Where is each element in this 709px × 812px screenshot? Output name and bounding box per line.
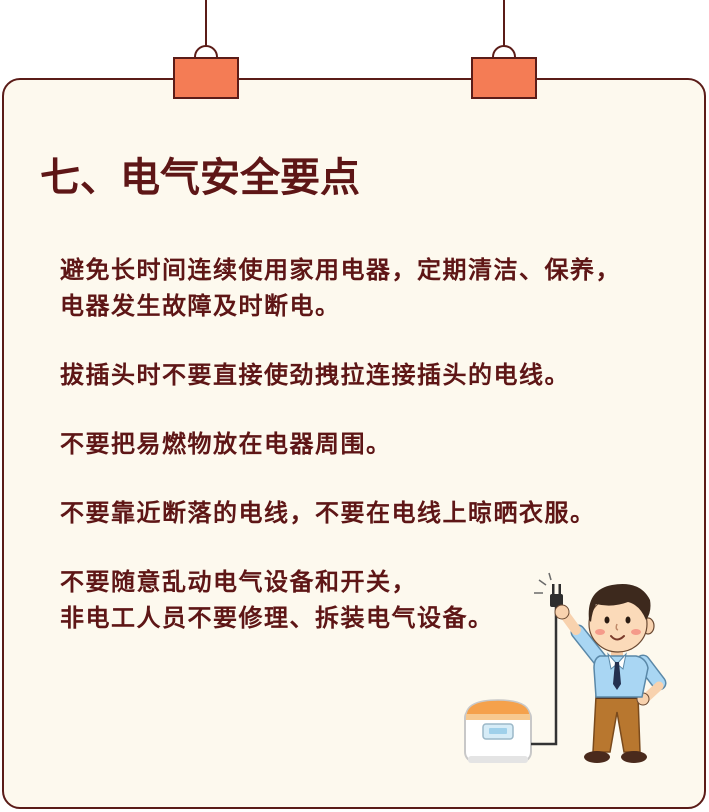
tip-line: 拔插头时不要直接使劲拽拉连接插头的电线。: [60, 361, 570, 389]
tip-line: 不要靠近断落的电线，不要在电线上晾晒衣服。: [60, 499, 596, 527]
tip-item: 拔插头时不要直接使劲拽拉连接插头的电线。: [60, 357, 660, 393]
tip-item: 避免长时间连续使用家用电器，定期清洁、保养， 电器发生故障及时断电。: [60, 252, 660, 324]
tip-line: 不要随意乱动电气设备和开关，: [60, 568, 417, 596]
hanging-ring: [194, 45, 218, 69]
tip-line: 非电工人员不要修理、拆装电气设备。: [60, 604, 494, 632]
tip-line: 电器发生故障及时断电。: [60, 292, 341, 320]
tips-list: 避免长时间连续使用家用电器，定期清洁、保养， 电器发生故障及时断电。 拔插头时不…: [60, 252, 660, 669]
tip-line: 避免长时间连续使用家用电器，定期清洁、保养，: [60, 256, 621, 284]
safety-tips-card: [2, 78, 706, 809]
tip-item: 不要把易燃物放在电器周围。: [60, 426, 660, 462]
hanging-ring: [492, 45, 516, 69]
section-title: 七、电气安全要点: [40, 155, 360, 201]
tip-item: 不要靠近断落的电线，不要在电线上晾晒衣服。: [60, 495, 660, 531]
tip-item: 不要随意乱动电气设备和开关， 非电工人员不要修理、拆装电气设备。: [60, 564, 660, 636]
tip-line: 不要把易燃物放在电器周围。: [60, 430, 392, 458]
